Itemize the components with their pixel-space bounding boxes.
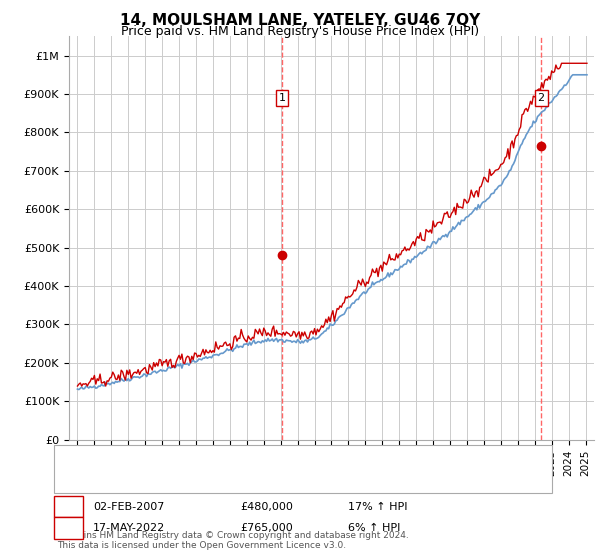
Text: 1: 1: [65, 502, 72, 512]
Text: Contains HM Land Registry data © Crown copyright and database right 2024.
This d: Contains HM Land Registry data © Crown c…: [57, 530, 409, 550]
Text: 2: 2: [538, 93, 545, 103]
Text: 2: 2: [65, 523, 72, 533]
Text: £480,000: £480,000: [240, 502, 293, 512]
Text: 17-MAY-2022: 17-MAY-2022: [93, 523, 165, 533]
Text: 17% ↑ HPI: 17% ↑ HPI: [348, 502, 407, 512]
Text: 6% ↑ HPI: 6% ↑ HPI: [348, 523, 400, 533]
Text: £765,000: £765,000: [240, 523, 293, 533]
Text: 1: 1: [279, 93, 286, 103]
Text: Price paid vs. HM Land Registry's House Price Index (HPI): Price paid vs. HM Land Registry's House …: [121, 25, 479, 38]
Text: 14, MOULSHAM LANE, YATELEY, GU46 7QY: 14, MOULSHAM LANE, YATELEY, GU46 7QY: [120, 13, 480, 28]
Text: HPI: Average price, detached house, Hart: HPI: Average price, detached house, Hart: [102, 475, 317, 485]
Text: 02-FEB-2007: 02-FEB-2007: [93, 502, 164, 512]
Text: 14, MOULSHAM LANE, YATELEY, GU46 7QY (detached house): 14, MOULSHAM LANE, YATELEY, GU46 7QY (de…: [102, 455, 418, 465]
